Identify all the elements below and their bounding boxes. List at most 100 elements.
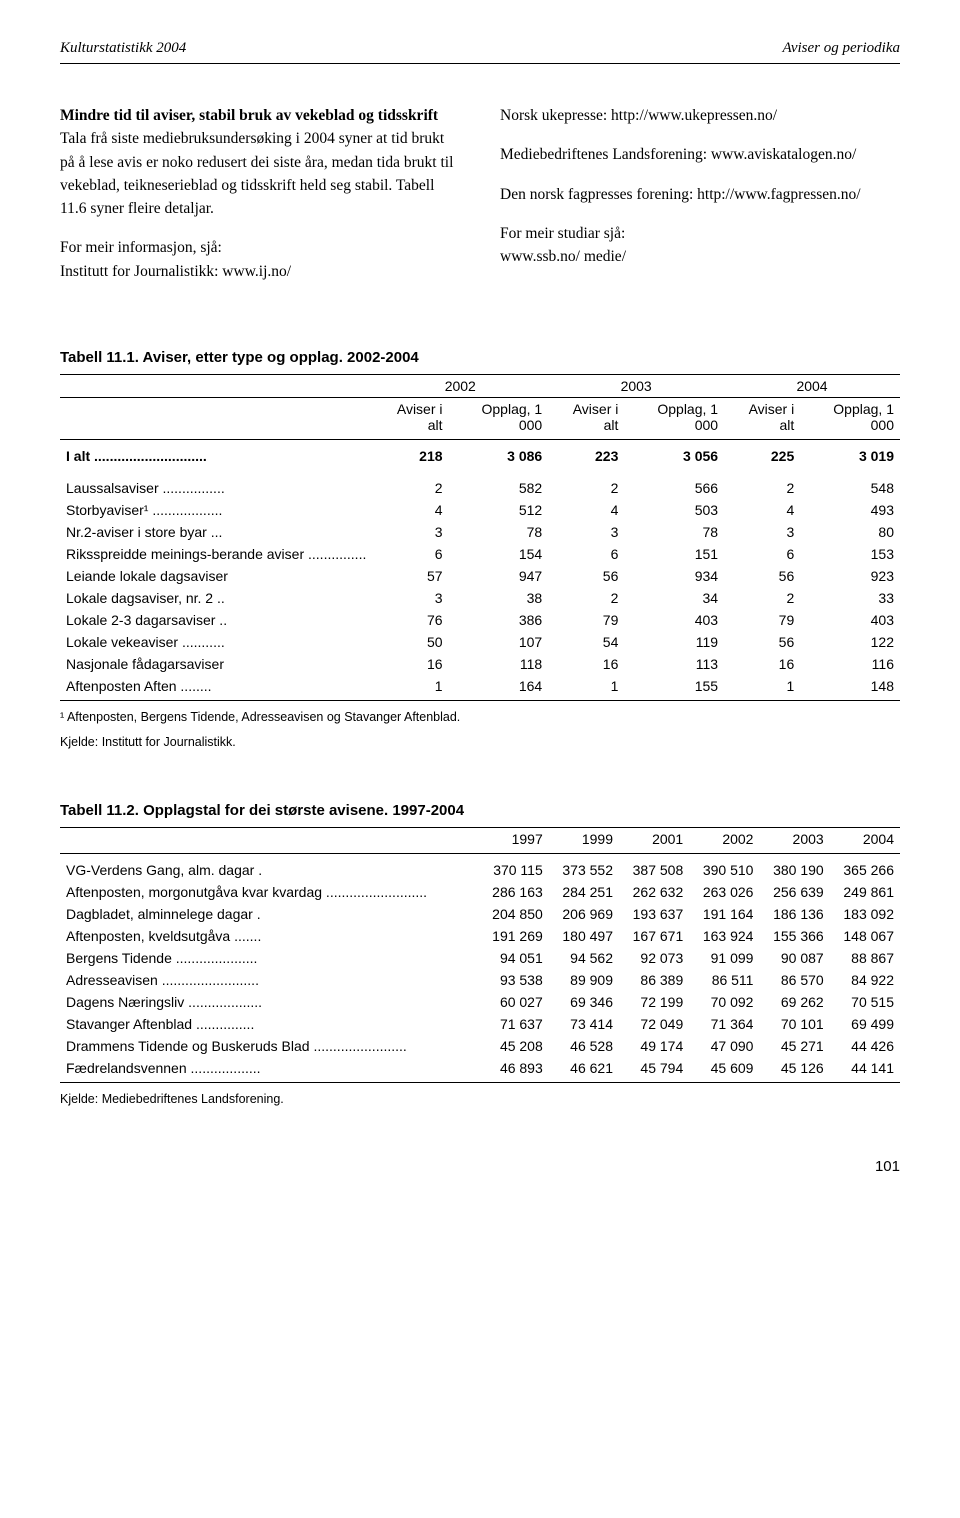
row-value: 16 (372, 653, 448, 675)
row-value: 249 861 (830, 881, 900, 903)
row-value: 76 (372, 609, 448, 631)
row-value: 118 (449, 653, 549, 675)
row-label: Dagens Næringsliv ................... (60, 991, 479, 1013)
studies-label: For meir studiar sjå: (500, 225, 625, 242)
row-label: Drammens Tidende og Buskeruds Blad .....… (60, 1035, 479, 1057)
table-11-1: 2002 2003 2004 Aviser i alt Opplag, 1 00… (60, 374, 900, 701)
row-value: 38 (449, 587, 549, 609)
row-value: 180 497 (549, 925, 619, 947)
row-value: 493 (800, 499, 900, 521)
row-value: 69 346 (549, 991, 619, 1013)
row-value: 16 (724, 653, 800, 675)
row-value: 3 (548, 521, 624, 543)
row-value: 193 637 (619, 903, 689, 925)
row-value: 286 163 (479, 881, 549, 903)
row-value: 582 (449, 472, 549, 499)
row-value: 79 (724, 609, 800, 631)
intro-title: Mindre tid til aviser, stabil bruk av ve… (60, 107, 438, 124)
row-value: 934 (624, 565, 724, 587)
row-value: 548 (800, 472, 900, 499)
body-columns: Mindre tid til aviser, stabil bruk av ve… (60, 104, 900, 299)
table-row: Lokale 2-3 dagarsaviser ..76386794037940… (60, 609, 900, 631)
table-11-2-title: Tabell 11.2. Opplagstal for dei største … (60, 802, 900, 819)
row-value: 262 632 (619, 881, 689, 903)
row-value: 94 562 (549, 947, 619, 969)
table-1-year-row: 2002 2003 2004 (60, 374, 900, 397)
t1-sub-2: Aviser i alt (548, 397, 624, 439)
row-value: 78 (449, 521, 549, 543)
right-column: Norsk ukepresse: http://www.ukepressen.n… (500, 104, 900, 299)
studies-paragraph: For meir studiar sjå: www.ssb.no/ medie/ (500, 222, 900, 269)
row-value: 2 (372, 472, 448, 499)
row-value: 6 (548, 543, 624, 565)
row-value: 90 087 (759, 947, 829, 969)
t1-year-0: 2002 (372, 374, 548, 397)
row-value: 3 (372, 521, 448, 543)
table-row: Riksspreidde meinings-berande aviser ...… (60, 543, 900, 565)
t2-year-5: 2004 (830, 827, 900, 853)
table-row: Aftenposten, kveldsutgåva .......191 269… (60, 925, 900, 947)
table-11-2-block: Tabell 11.2. Opplagstal for dei største … (60, 802, 900, 1109)
table-11-2: 1997 1999 2001 2002 2003 2004 VG-Verdens… (60, 827, 900, 1083)
table-row: Leiande lokale dagsaviser579475693456923 (60, 565, 900, 587)
left-column: Mindre tid til aviser, stabil bruk av ve… (60, 104, 460, 299)
link-2: Mediebedriftenes Landsforening: www.avis… (500, 143, 900, 166)
row-value: 84 922 (830, 969, 900, 991)
row-value: 57 (372, 565, 448, 587)
row-value: 44 426 (830, 1035, 900, 1057)
t1-footnote-2: Kjelde: Institutt for Journalistikk. (60, 734, 900, 752)
t2-year-1: 1999 (549, 827, 619, 853)
row-value: 186 136 (759, 903, 829, 925)
row-value: 390 510 (689, 853, 759, 881)
row-value: 148 (800, 675, 900, 701)
row-value: 1 (372, 675, 448, 701)
t1-sub-3: Opplag, 1 000 (624, 397, 724, 439)
table-11-1-title: Tabell 11.1. Aviser, etter type og oppla… (60, 349, 900, 366)
row-value: 92 073 (619, 947, 689, 969)
table-row: Fædrelandsvennen ..................46 89… (60, 1057, 900, 1083)
header-right: Aviser og periodika (783, 40, 900, 57)
header-rule (60, 63, 900, 64)
row-value: 167 671 (619, 925, 689, 947)
table-row: Aftenposten, morgonutgåva kvar kvardag .… (60, 881, 900, 903)
row-label: Storbyaviser¹ .................. (60, 499, 372, 521)
t1-total-v0: 218 (372, 439, 448, 472)
row-label: Aftenposten, kveldsutgåva ....... (60, 925, 479, 947)
table-row: Nasjonale fådagarsaviser161181611316116 (60, 653, 900, 675)
row-value: 380 190 (759, 853, 829, 881)
row-value: 151 (624, 543, 724, 565)
row-value: 69 499 (830, 1013, 900, 1035)
t1-sub-1: Opplag, 1 000 (449, 397, 549, 439)
row-value: 4 (372, 499, 448, 521)
table-row: Stavanger Aftenblad ...............71 63… (60, 1013, 900, 1035)
t1-sub-4: Aviser i alt (724, 397, 800, 439)
row-value: 155 366 (759, 925, 829, 947)
t1-total-v3: 3 056 (624, 439, 724, 472)
t2-footnote: Kjelde: Mediebedriftenes Landsforening. (60, 1091, 900, 1109)
row-value: 2 (724, 472, 800, 499)
row-value: 263 026 (689, 881, 759, 903)
row-value: 256 639 (759, 881, 829, 903)
row-value: 3 (372, 587, 448, 609)
row-value: 1 (548, 675, 624, 701)
row-value: 2 (548, 472, 624, 499)
table-row: Dagbladet, alminnelege dagar .204 850206… (60, 903, 900, 925)
row-value: 164 (449, 675, 549, 701)
table-row: Drammens Tidende og Buskeruds Blad .....… (60, 1035, 900, 1057)
row-value: 2 (548, 587, 624, 609)
table-11-1-block: Tabell 11.1. Aviser, etter type og oppla… (60, 349, 900, 752)
row-value: 70 092 (689, 991, 759, 1013)
info-label: For meir informasjon, sjå: (60, 239, 222, 256)
row-value: 79 (548, 609, 624, 631)
row-value: 284 251 (549, 881, 619, 903)
row-value: 122 (800, 631, 900, 653)
t1-sub-0: Aviser i alt (372, 397, 448, 439)
row-value: 60 027 (479, 991, 549, 1013)
page-header: Kulturstatistikk 2004 Aviser og periodik… (60, 40, 900, 57)
row-value: 46 528 (549, 1035, 619, 1057)
row-value: 94 051 (479, 947, 549, 969)
row-value: 45 126 (759, 1057, 829, 1083)
t2-year-2: 2001 (619, 827, 689, 853)
row-value: 191 164 (689, 903, 759, 925)
page-number: 101 (60, 1158, 900, 1175)
